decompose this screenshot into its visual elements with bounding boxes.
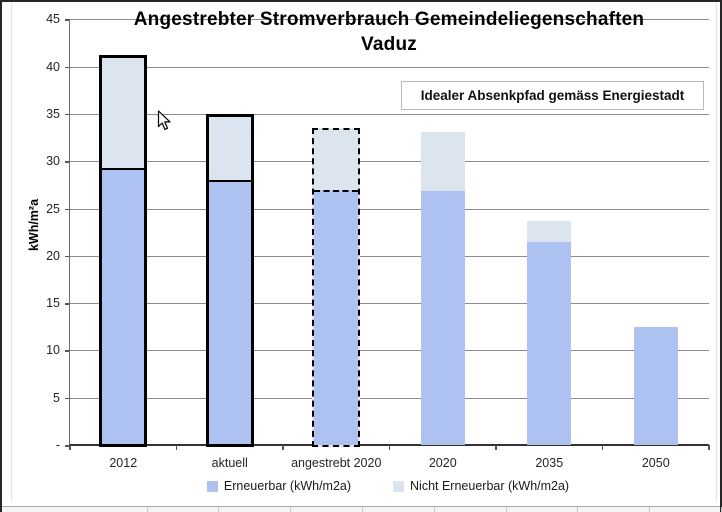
gridline: [70, 303, 709, 305]
gridline: [70, 161, 709, 163]
y-axis-tick-mark: [65, 397, 70, 400]
y-axis-tick-label: -: [55, 438, 60, 452]
spreadsheet-column-line: [11, 2, 12, 502]
y-axis-title: kWh/m²a: [27, 198, 41, 252]
y-axis-tick-mark: [65, 255, 70, 258]
y-axis-tick-mark: [65, 66, 70, 69]
bar-outlined-angestrebt-2020[interactable]: [312, 127, 361, 447]
y-axis-tick-mark: [65, 350, 70, 352]
y-axis-tick-label: 30: [46, 154, 60, 169]
y-axis-tick-label: 20: [46, 248, 60, 263]
gridline: [70, 255, 709, 257]
y-axis-tick-label: 25: [46, 201, 60, 216]
spreadsheet-row-strip: [2, 507, 720, 512]
bar-segment-erneuerbar-aktuell[interactable]: [208, 179, 251, 444]
y-axis-tick-mark: [65, 208, 70, 210]
bar-segment-nicht-erneuerbar-2035[interactable]: [527, 220, 572, 242]
y-axis-tick-mark: [65, 445, 70, 447]
y-axis-tick-mark: [65, 19, 70, 21]
x-axis-label-2050: 2050: [641, 456, 670, 470]
spreadsheet-cell-divider: [218, 507, 220, 512]
spreadsheet-cell-divider: [361, 507, 363, 512]
spreadsheet-cell-divider: [433, 507, 435, 512]
spreadsheet-row-divider: [2, 506, 720, 507]
gridline: [70, 397, 709, 399]
chart-title-line2: Vaduz: [361, 34, 417, 55]
legend-label-nicht-erneuerbar: Nicht Erneuerbar (kWh/m2a): [410, 479, 570, 493]
bar-segment-nicht-erneuerbar-2020[interactable]: [420, 131, 465, 191]
x-axis-tick-mark: [495, 445, 497, 450]
gridline: [70, 350, 709, 352]
y-axis-tick-label: 35: [46, 106, 60, 121]
spreadsheet-cell-divider: [577, 507, 579, 512]
bar-segment-erneuerbar-2035[interactable]: [527, 241, 572, 445]
legend-item-erneuerbar[interactable]: Erneuerbar (kWh/m2a): [206, 479, 352, 493]
gridline: [70, 208, 709, 210]
gridline: [70, 66, 709, 68]
x-axis-label-aktuell: aktuell: [211, 456, 248, 470]
spreadsheet-cell-divider: [720, 507, 722, 512]
y-axis-line: [68, 19, 70, 447]
y-axis-tick-label: 15: [46, 296, 60, 311]
y-axis-tick-label: 5: [53, 390, 60, 405]
bar-segment-erneuerbar-2020[interactable]: [420, 190, 465, 445]
spreadsheet-cell-divider: [290, 507, 292, 512]
x-axis-tick-mark: [388, 445, 391, 450]
x-axis-tick-mark: [175, 445, 178, 450]
y-axis-tick-mark: [65, 303, 70, 305]
y-axis-tick-label: 40: [46, 59, 60, 74]
bar-segment-erneuerbar-2012[interactable]: [102, 167, 145, 444]
x-axis-tick-mark: [601, 445, 604, 450]
x-axis-label-2035: 2035: [535, 456, 564, 470]
chart-title-line1: Angestrebter Stromverbrauch Gemeindelieg…: [133, 9, 645, 30]
spreadsheet-cell-divider: [146, 507, 148, 512]
annotation-textbox[interactable]: Idealer Absenkpfad gemäss Energiestadt: [401, 81, 704, 110]
x-axis-tick-mark: [69, 445, 71, 450]
legend-swatch-erneuerbar: [206, 480, 218, 492]
y-axis-tick-mark: [65, 161, 70, 163]
spreadsheet-cell-divider: [505, 507, 507, 512]
bar-outlined-aktuell[interactable]: [205, 113, 254, 447]
y-axis-tick-mark: [65, 113, 70, 116]
chart-title: Angestrebter Stromverbrauch Gemeindelieg…: [68, 7, 710, 57]
x-axis-label-2012: 2012: [109, 456, 138, 470]
bar-outlined-2012[interactable]: [99, 55, 148, 447]
x-axis-tick-mark: [282, 445, 284, 450]
legend-swatch-nicht-erneuerbar: [393, 480, 405, 492]
x-axis-tick-mark: [708, 445, 710, 450]
x-axis-label-2020: 2020: [428, 456, 457, 470]
legend-item-nicht-erneuerbar[interactable]: Nicht Erneuerbar (kWh/m2a): [393, 479, 569, 493]
x-axis-label-angestrebt-2020: angestrebt 2020: [291, 456, 382, 470]
y-axis-tick-label: 45: [46, 12, 60, 27]
spreadsheet-cell-divider: [649, 507, 651, 512]
gridline: [70, 19, 709, 21]
y-axis-tick-label: 10: [46, 343, 60, 358]
legend: Erneuerbar (kWh/m2a) Nicht Erneuerbar (k…: [68, 479, 708, 493]
spreadsheet-column-line: [716, 2, 717, 502]
gridline: [70, 113, 709, 115]
bar-segment-erneuerbar-angestrebt-2020[interactable]: [314, 190, 359, 445]
bar-segment-erneuerbar-2050[interactable]: [633, 326, 678, 445]
legend-label-erneuerbar: Erneuerbar (kWh/m2a): [223, 479, 352, 493]
